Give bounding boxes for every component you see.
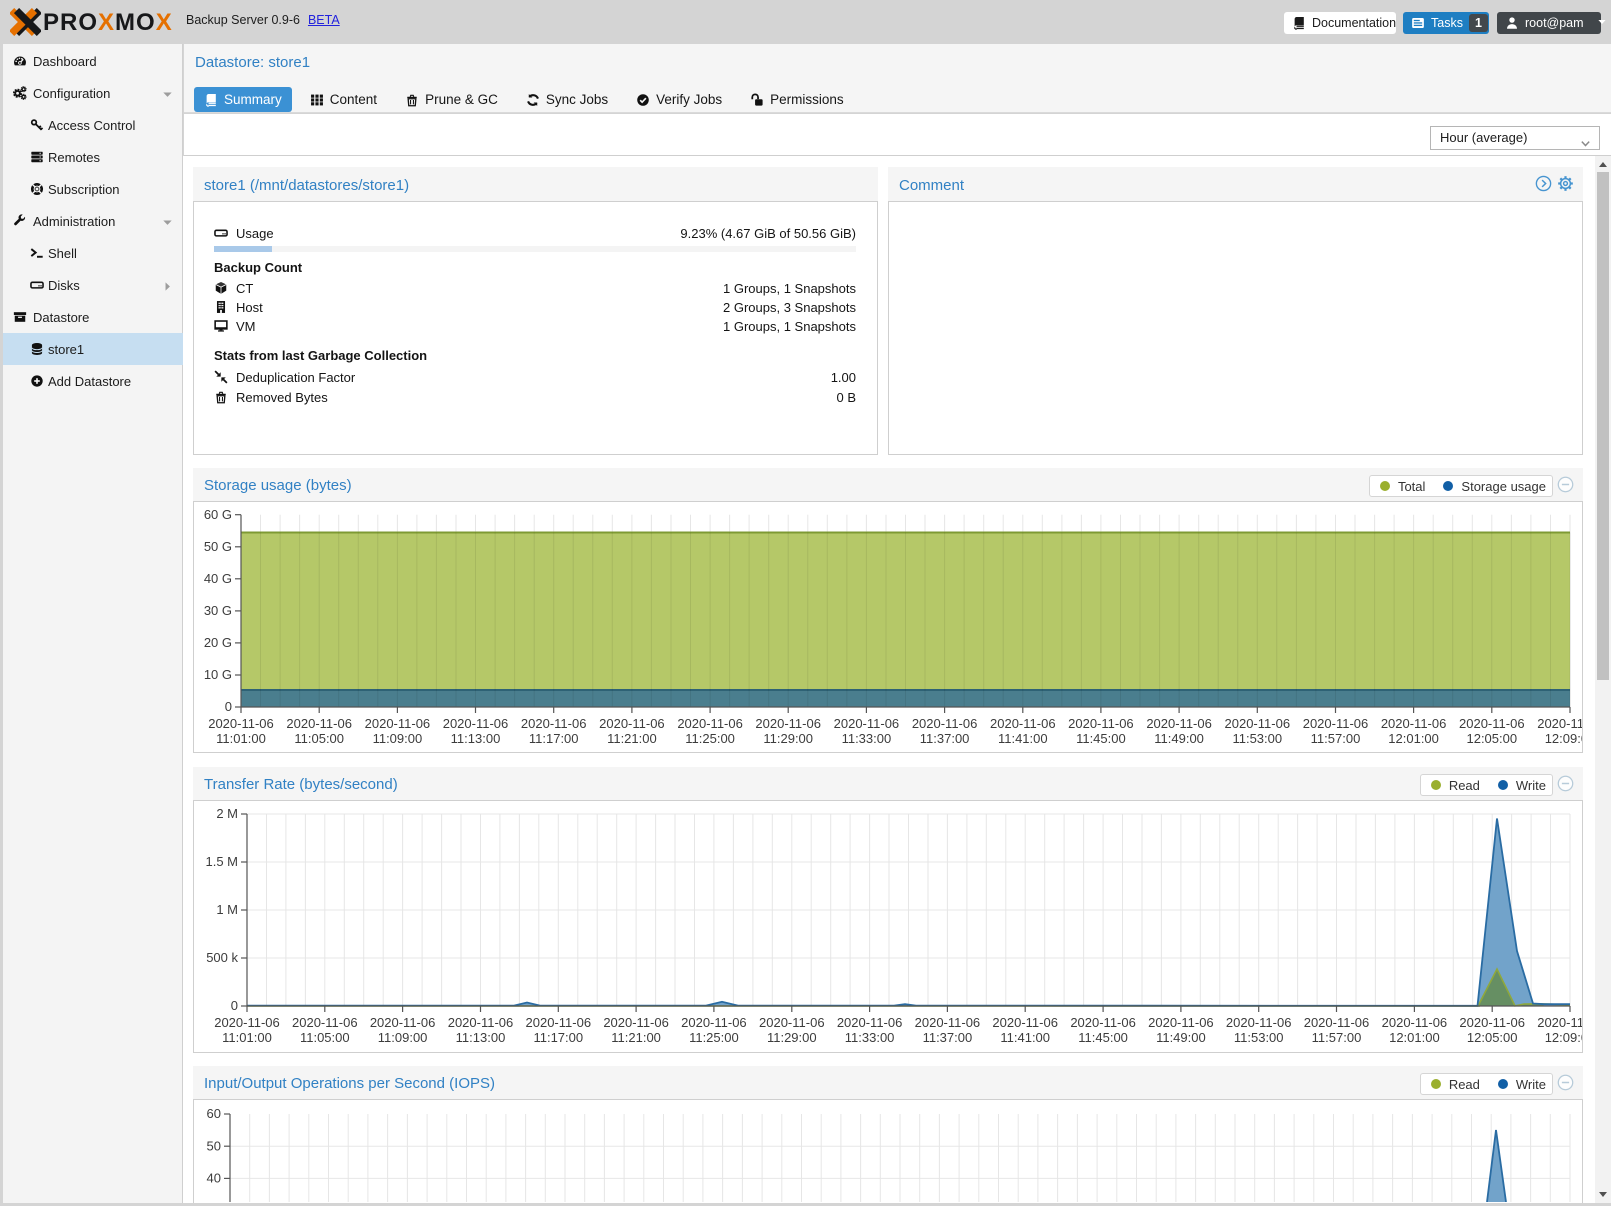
svg-text:50 G: 50 G [204, 539, 232, 554]
svg-text:2020-11-06: 2020-11-06 [990, 716, 1056, 731]
svg-text:11:17:00: 11:17:00 [529, 731, 579, 746]
svg-text:2020-11-06: 2020-11-06 [1146, 716, 1212, 731]
svg-text:10 G: 10 G [204, 667, 232, 682]
svg-text:11:57:00: 11:57:00 [1311, 731, 1361, 746]
svg-text:2020-11-06: 2020-11-06 [755, 716, 821, 731]
svg-text:11:29:00: 11:29:00 [763, 731, 813, 746]
svg-text:2020-11-06: 2020-11-06 [834, 716, 900, 731]
svg-text:2020-11-06: 2020-11-06 [1459, 716, 1525, 731]
svg-text:2020-11-06: 2020-11-06 [1070, 1015, 1136, 1030]
svg-text:11:13:00: 11:13:00 [451, 731, 501, 746]
svg-text:2020-11-06: 2020-11-06 [1303, 716, 1369, 731]
svg-text:2020-11-06: 2020-11-06 [526, 1015, 592, 1030]
svg-text:20 G: 20 G [204, 635, 232, 650]
svg-text:2020-11-06: 2020-11-06 [214, 1015, 280, 1030]
svg-text:11:25:00: 11:25:00 [685, 731, 735, 746]
svg-text:2020-11-06: 2020-11-06 [365, 716, 431, 731]
svg-text:11:21:00: 11:21:00 [607, 731, 657, 746]
svg-text:60: 60 [207, 1106, 221, 1121]
svg-text:2020-11-06: 2020-11-06 [292, 1015, 358, 1030]
svg-text:60 G: 60 G [204, 507, 232, 522]
svg-text:11:33:00: 11:33:00 [842, 731, 892, 746]
svg-text:2020-11-06: 2020-11-06 [448, 1015, 514, 1030]
svg-text:2020-11-06: 2020-11-06 [603, 1015, 669, 1030]
svg-text:2020-11-06: 2020-11-06 [1148, 1015, 1214, 1030]
svg-text:11:37:00: 11:37:00 [923, 1030, 973, 1045]
svg-text:11:01:00: 11:01:00 [216, 731, 266, 746]
svg-text:2 M: 2 M [216, 806, 238, 821]
svg-text:12:05:00: 12:05:00 [1467, 1030, 1518, 1045]
svg-text:2020-11-06: 2020-11-06 [1537, 1015, 1582, 1030]
svg-text:2020-11-06: 2020-11-06 [1068, 716, 1134, 731]
svg-text:12:09:00: 12:09:00 [1545, 1030, 1582, 1045]
svg-text:11:01:00: 11:01:00 [222, 1030, 272, 1045]
svg-text:2020-11-06: 2020-11-06 [208, 716, 274, 731]
svg-text:2020-11-06: 2020-11-06 [1304, 1015, 1370, 1030]
svg-text:12:01:00: 12:01:00 [1388, 731, 1439, 746]
svg-text:2020-11-06: 2020-11-06 [443, 716, 509, 731]
svg-text:2020-11-06: 2020-11-06 [837, 1015, 903, 1030]
svg-text:2020-11-06: 2020-11-06 [1381, 716, 1447, 731]
svg-text:2020-11-06: 2020-11-06 [286, 716, 352, 731]
svg-text:2020-11-06: 2020-11-06 [370, 1015, 436, 1030]
svg-text:11:13:00: 11:13:00 [456, 1030, 506, 1045]
svg-text:11:41:00: 11:41:00 [1000, 1030, 1050, 1045]
svg-text:2020-11-06: 2020-11-06 [1226, 1015, 1292, 1030]
svg-text:11:05:00: 11:05:00 [300, 1030, 350, 1045]
svg-text:2020-11-06: 2020-11-06 [1382, 1015, 1448, 1030]
svg-text:11:05:00: 11:05:00 [294, 731, 344, 746]
svg-text:2020-11-06: 2020-11-06 [1537, 716, 1582, 731]
svg-text:11:53:00: 11:53:00 [1234, 1030, 1284, 1045]
svg-text:2020-11-06: 2020-11-06 [677, 716, 743, 731]
svg-text:50: 50 [207, 1138, 221, 1153]
svg-text:11:57:00: 11:57:00 [1312, 1030, 1362, 1045]
svg-text:11:49:00: 11:49:00 [1156, 1030, 1206, 1045]
svg-text:11:53:00: 11:53:00 [1232, 731, 1282, 746]
svg-text:12:01:00: 12:01:00 [1389, 1030, 1440, 1045]
svg-text:1.5 M: 1.5 M [205, 854, 238, 869]
svg-text:2020-11-06: 2020-11-06 [759, 1015, 825, 1030]
svg-text:1 M: 1 M [216, 902, 238, 917]
svg-text:11:29:00: 11:29:00 [767, 1030, 817, 1045]
svg-text:2020-11-06: 2020-11-06 [599, 716, 665, 731]
svg-text:2020-11-06: 2020-11-06 [521, 716, 587, 731]
svg-text:12:09:00: 12:09:00 [1545, 731, 1582, 746]
svg-text:11:21:00: 11:21:00 [611, 1030, 661, 1045]
svg-text:40 G: 40 G [204, 571, 232, 586]
svg-text:11:09:00: 11:09:00 [378, 1030, 428, 1045]
svg-text:11:33:00: 11:33:00 [845, 1030, 895, 1045]
svg-text:2020-11-06: 2020-11-06 [992, 1015, 1058, 1030]
svg-text:2020-11-06: 2020-11-06 [1225, 716, 1291, 731]
svg-text:30 G: 30 G [204, 603, 232, 618]
svg-text:2020-11-06: 2020-11-06 [681, 1015, 747, 1030]
svg-text:500 k: 500 k [206, 950, 238, 965]
svg-text:11:45:00: 11:45:00 [1078, 1030, 1128, 1045]
svg-text:2020-11-06: 2020-11-06 [912, 716, 978, 731]
svg-text:11:41:00: 11:41:00 [998, 731, 1048, 746]
svg-text:2020-11-06: 2020-11-06 [1459, 1015, 1525, 1030]
svg-text:2020-11-06: 2020-11-06 [915, 1015, 981, 1030]
svg-text:0: 0 [231, 998, 238, 1013]
svg-text:11:17:00: 11:17:00 [533, 1030, 583, 1045]
svg-text:11:25:00: 11:25:00 [689, 1030, 739, 1045]
svg-text:12:05:00: 12:05:00 [1466, 731, 1517, 746]
svg-text:11:49:00: 11:49:00 [1154, 731, 1204, 746]
svg-text:0: 0 [225, 699, 232, 714]
svg-text:11:45:00: 11:45:00 [1076, 731, 1126, 746]
svg-text:11:37:00: 11:37:00 [920, 731, 970, 746]
svg-text:11:09:00: 11:09:00 [373, 731, 423, 746]
svg-text:40: 40 [207, 1171, 221, 1186]
